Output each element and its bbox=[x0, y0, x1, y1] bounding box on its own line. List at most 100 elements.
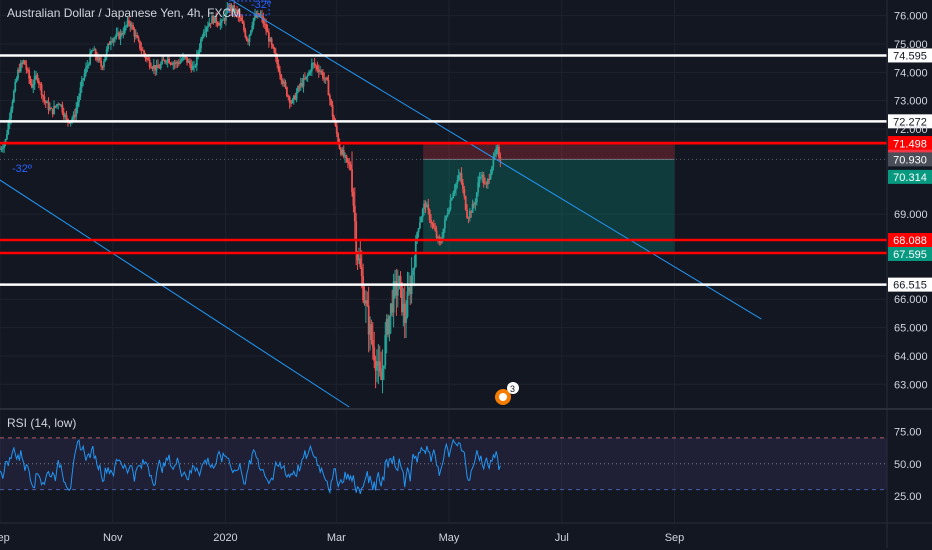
candle-body bbox=[48, 107, 51, 110]
candle-body bbox=[457, 175, 460, 181]
trendlines[interactable] bbox=[0, 0, 762, 408]
candle-body bbox=[302, 78, 305, 87]
candle-body bbox=[172, 63, 175, 65]
price-tick-label: 74.000 bbox=[894, 67, 928, 79]
candle-body bbox=[247, 40, 249, 42]
candle-body bbox=[115, 33, 118, 38]
rsi-pane[interactable] bbox=[0, 437, 887, 495]
candle-body bbox=[421, 209, 424, 218]
candle-body bbox=[194, 65, 197, 67]
candle-body bbox=[409, 287, 412, 295]
candle-body bbox=[346, 158, 349, 163]
candle-body bbox=[175, 62, 177, 64]
candle-body bbox=[148, 60, 151, 67]
candle-body bbox=[475, 192, 478, 203]
candle-body bbox=[225, 12, 227, 21]
candle-body bbox=[83, 73, 86, 79]
candle-body bbox=[287, 96, 290, 98]
price-tag-label: 70.314 bbox=[893, 172, 927, 184]
candle-body bbox=[211, 16, 213, 24]
candle-body bbox=[310, 63, 313, 72]
candle-body bbox=[18, 69, 21, 72]
overlay: Australian Dollar / Japanese Yen, 4h, FX… bbox=[7, 0, 519, 430]
candle-body bbox=[170, 63, 173, 65]
candle-body bbox=[58, 104, 61, 106]
candle-body bbox=[380, 371, 383, 380]
candle-body bbox=[75, 107, 78, 117]
candle-body bbox=[395, 280, 398, 296]
candle-body bbox=[378, 361, 381, 372]
event-badge-count: 3 bbox=[510, 384, 515, 394]
candle-body bbox=[54, 105, 57, 107]
candle-body bbox=[47, 101, 50, 110]
candle-body bbox=[222, 19, 225, 21]
trendline-2[interactable] bbox=[0, 179, 350, 408]
candle-body bbox=[323, 78, 326, 80]
candle-body bbox=[218, 24, 220, 26]
candle-body bbox=[25, 64, 28, 70]
candle-body bbox=[109, 41, 112, 45]
candle-body bbox=[55, 104, 58, 107]
candle-body bbox=[405, 316, 407, 323]
candle-body bbox=[443, 219, 446, 229]
candle-body bbox=[62, 112, 65, 117]
level-label: 71.498 bbox=[893, 138, 927, 150]
candle-body bbox=[428, 209, 431, 220]
candle-body bbox=[223, 19, 226, 21]
candle-body bbox=[284, 81, 287, 88]
candle-body bbox=[76, 102, 79, 108]
candle-body bbox=[455, 183, 457, 190]
candle-body bbox=[437, 237, 439, 239]
candle-body bbox=[477, 182, 480, 193]
candle-body bbox=[136, 35, 139, 38]
candle-body bbox=[94, 49, 97, 57]
candle-body bbox=[266, 30, 269, 33]
candle-body bbox=[241, 20, 244, 24]
candle-body bbox=[335, 125, 338, 134]
event-badge[interactable]: 3 bbox=[495, 382, 519, 405]
candle-body bbox=[201, 36, 204, 39]
candle-body bbox=[154, 65, 157, 71]
candle-body bbox=[30, 83, 33, 88]
candle-body bbox=[385, 318, 388, 335]
candle-body bbox=[394, 280, 396, 282]
candle-body bbox=[427, 204, 430, 210]
level-label-bg bbox=[888, 233, 932, 248]
candle-body bbox=[209, 23, 212, 25]
candle-body bbox=[229, 5, 231, 11]
candle-body bbox=[391, 303, 394, 313]
candle-body bbox=[478, 176, 481, 183]
candle-body bbox=[17, 69, 19, 79]
candle-body bbox=[202, 32, 205, 37]
candle-body bbox=[200, 38, 202, 49]
time-tick-label: Mar bbox=[327, 532, 346, 544]
candle-body bbox=[28, 70, 31, 79]
candle-body bbox=[359, 258, 362, 268]
candle-body bbox=[147, 58, 150, 61]
candle-body bbox=[495, 148, 498, 155]
candle-body bbox=[398, 276, 401, 290]
trendline-1[interactable] bbox=[229, 0, 762, 320]
candle-body bbox=[313, 63, 316, 66]
price-tick-label: 72.000 bbox=[894, 124, 928, 136]
candle-body bbox=[448, 209, 450, 214]
candle-body bbox=[252, 18, 255, 26]
candle-body bbox=[245, 36, 248, 41]
candle-body bbox=[67, 118, 69, 122]
candle-body bbox=[116, 32, 119, 34]
rsi-legend: RSI (14, low) bbox=[7, 416, 76, 430]
candle-body bbox=[29, 78, 32, 84]
candle-body bbox=[240, 17, 243, 21]
candle-body bbox=[254, 15, 256, 19]
candle-body bbox=[265, 24, 267, 31]
candle-body bbox=[166, 58, 169, 62]
candle-body bbox=[78, 96, 80, 103]
candle-body bbox=[262, 16, 265, 24]
candle-body bbox=[4, 139, 7, 144]
position-loss-zone[interactable] bbox=[423, 143, 675, 160]
candle-body bbox=[294, 95, 297, 100]
candle-body bbox=[337, 133, 340, 143]
candle-body bbox=[107, 43, 110, 50]
